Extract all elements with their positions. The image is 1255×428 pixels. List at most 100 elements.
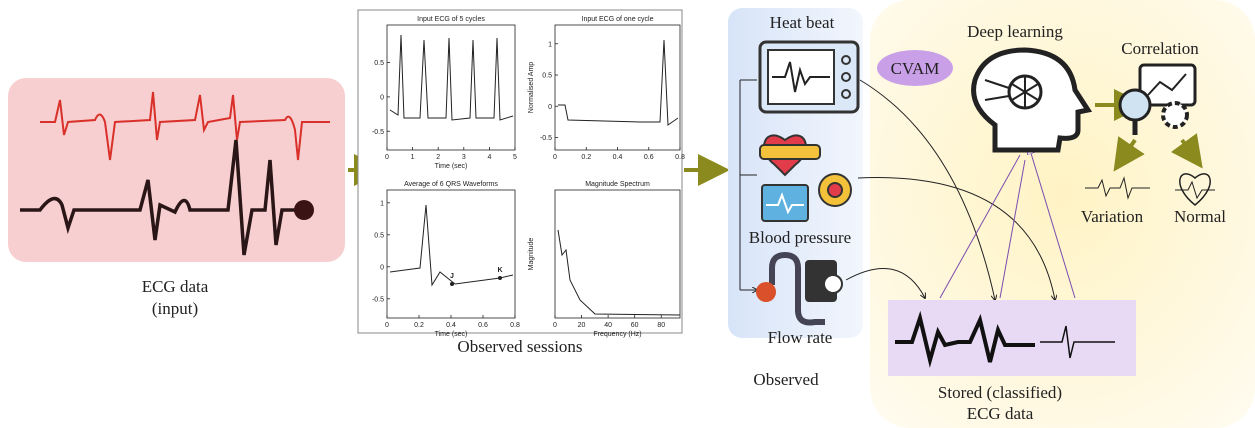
x-tick-label: 5 (513, 154, 517, 161)
point (498, 276, 502, 280)
ecg-end (294, 200, 314, 220)
y-tick-label: 0.5 (374, 232, 384, 239)
y-tick-label: -0.5 (372, 296, 384, 303)
sessions-caption: Observed sessions (457, 337, 582, 356)
y-tick-label: 0.5 (542, 73, 552, 80)
plot-title: Magnitude Spectrum (585, 181, 650, 188)
x-tick-label: 40 (604, 322, 612, 329)
y-tick-label: 1 (380, 200, 384, 207)
x-tick-label: 20 (578, 322, 586, 329)
plot-frame (386, 24, 516, 151)
x-tick-label: 1 (411, 154, 415, 161)
link (857, 177, 1055, 300)
x-tick-label: 0 (385, 154, 389, 161)
x-tick-label: 0.8 (675, 154, 685, 161)
feedback (939, 150, 1076, 299)
head-icon (971, 47, 1093, 153)
x-axis-label: Time (sec) (435, 331, 468, 338)
x-tick-label: 0.4 (613, 154, 623, 161)
bulb (756, 282, 776, 302)
red-ecg (40, 91, 330, 161)
stored-wave (1040, 325, 1115, 359)
tube (769, 251, 825, 326)
observed-item: Flow rate (768, 328, 833, 347)
network-lines (984, 76, 1039, 108)
knob (841, 72, 851, 82)
trace (558, 39, 679, 126)
trace (557, 229, 681, 316)
arrow (1170, 133, 1203, 169)
arrow (1113, 136, 1145, 172)
black-ecg (20, 139, 300, 256)
ecg-label: ECG data (142, 277, 209, 296)
bp-pulse (766, 192, 804, 215)
magnifier (1118, 88, 1152, 122)
x-axis-label: Frequency (Hz) (593, 331, 641, 338)
ecg-label: (input) (152, 299, 198, 318)
observed-item: Heat beat (770, 13, 835, 32)
outcome-label: Variation (1081, 207, 1144, 226)
y-tick-label: -0.5 (372, 129, 384, 136)
annotation: J (450, 273, 454, 280)
observed-caption: Observed (753, 370, 819, 389)
pulse (772, 61, 830, 93)
cvam-label: CVAM (891, 59, 940, 78)
correlation-label: Correlation (1121, 39, 1199, 58)
knob (841, 89, 851, 99)
gauge-center (827, 182, 843, 198)
link (859, 79, 995, 300)
x-tick-label: 0.8 (510, 322, 520, 329)
stored-label: ECG data (967, 404, 1034, 423)
plot-title: Input ECG of 5 cycles (417, 16, 485, 23)
normal-heart (1179, 173, 1211, 206)
x-tick-label: 0 (553, 322, 557, 329)
observed-item: Blood pressure (749, 228, 851, 247)
x-tick-label: 0.4 (446, 322, 456, 329)
y-tick-label: 0 (548, 104, 552, 111)
link (845, 267, 925, 298)
x-tick-label: 80 (657, 322, 665, 329)
x-tick-label: 0.6 (478, 322, 488, 329)
knob (841, 55, 851, 65)
ecg-input-box (8, 78, 345, 262)
x-tick-label: 0 (385, 322, 389, 329)
deep-learning-label: Deep learning (967, 22, 1063, 41)
x-tick-label: 0.6 (644, 154, 654, 161)
branch (739, 79, 757, 290)
y-tick-label: 0.5 (374, 60, 384, 67)
plots: Input ECG of 5 cycles Time (sec) 0 1 2 3 4 5 0.5… (372, 16, 685, 338)
chart-line (1147, 73, 1187, 96)
x-tick-label: 2 (436, 154, 440, 161)
y-tick-label: -0.5 (540, 135, 552, 142)
variation-wave (1085, 176, 1150, 200)
outcome-label: Normal (1174, 207, 1226, 226)
y-axis-label: Magnitude (528, 238, 535, 271)
x-tick-label: 60 (631, 322, 639, 329)
plot-title: Average of 6 QRS Waveforms (404, 181, 498, 188)
point (450, 282, 454, 286)
x-tick-label: 0.2 (414, 322, 424, 329)
plot-panel (357, 9, 683, 334)
y-tick-label: 1 (548, 41, 552, 48)
x-tick-label: 0.2 (581, 154, 591, 161)
cvam-badge (877, 50, 953, 86)
normal-wave (1175, 180, 1215, 200)
y-tick-label: 0 (380, 94, 384, 101)
stored-label: Stored (classified) (938, 383, 1062, 402)
plot-title: Input ECG of one cycle (582, 16, 654, 23)
x-tick-label: 4 (487, 154, 491, 161)
annotation: K (497, 267, 502, 274)
x-axis-label: Time (sec) (435, 163, 468, 170)
y-axis-label: Normalised Amp (528, 62, 535, 113)
stored-wave (895, 310, 1035, 368)
gear (1161, 101, 1189, 129)
trace (389, 34, 514, 121)
plot-frame (554, 189, 681, 319)
x-tick-label: 3 (462, 154, 466, 161)
cuff (759, 144, 821, 160)
y-tick-label: 0 (380, 264, 384, 271)
trace (389, 204, 514, 287)
dial (823, 274, 843, 294)
x-tick-label: 0 (553, 154, 557, 161)
